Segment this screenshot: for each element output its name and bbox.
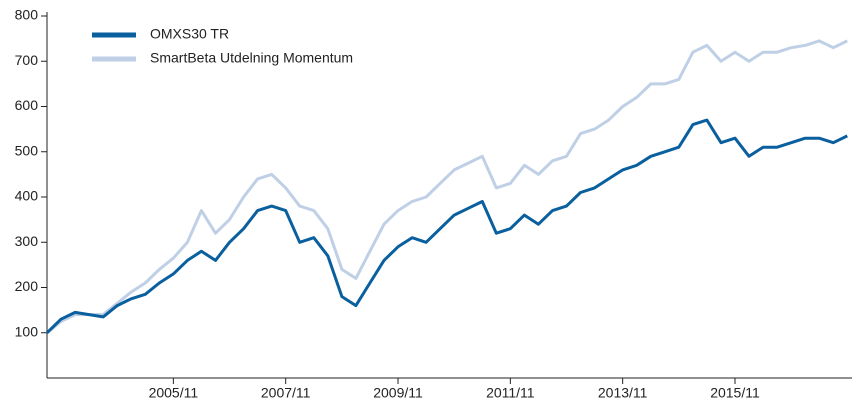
legend-label: SmartBeta Utdelning Momentum — [150, 50, 353, 66]
x-tick-label: 2013/11 — [598, 385, 648, 401]
y-tick-label: 200 — [15, 278, 39, 294]
y-tick-label: 100 — [15, 323, 39, 339]
y-tick-label: 600 — [15, 97, 39, 113]
x-tick-label: 2015/11 — [710, 385, 760, 401]
x-tick-label: 2005/11 — [149, 385, 199, 401]
y-tick-label: 500 — [15, 142, 39, 158]
x-tick-label: 2007/11 — [261, 385, 311, 401]
x-tick-label: 2011/11 — [486, 385, 535, 401]
y-tick-label: 300 — [15, 233, 39, 249]
series-line — [46, 39, 848, 334]
y-tick-label: 700 — [15, 52, 39, 68]
y-tick-label: 800 — [15, 7, 39, 23]
y-tick-label: 400 — [15, 188, 39, 204]
x-tick-label: 2009/11 — [373, 385, 423, 401]
legend-label: OMXS30 TR — [150, 26, 229, 42]
series-line — [45, 118, 848, 334]
